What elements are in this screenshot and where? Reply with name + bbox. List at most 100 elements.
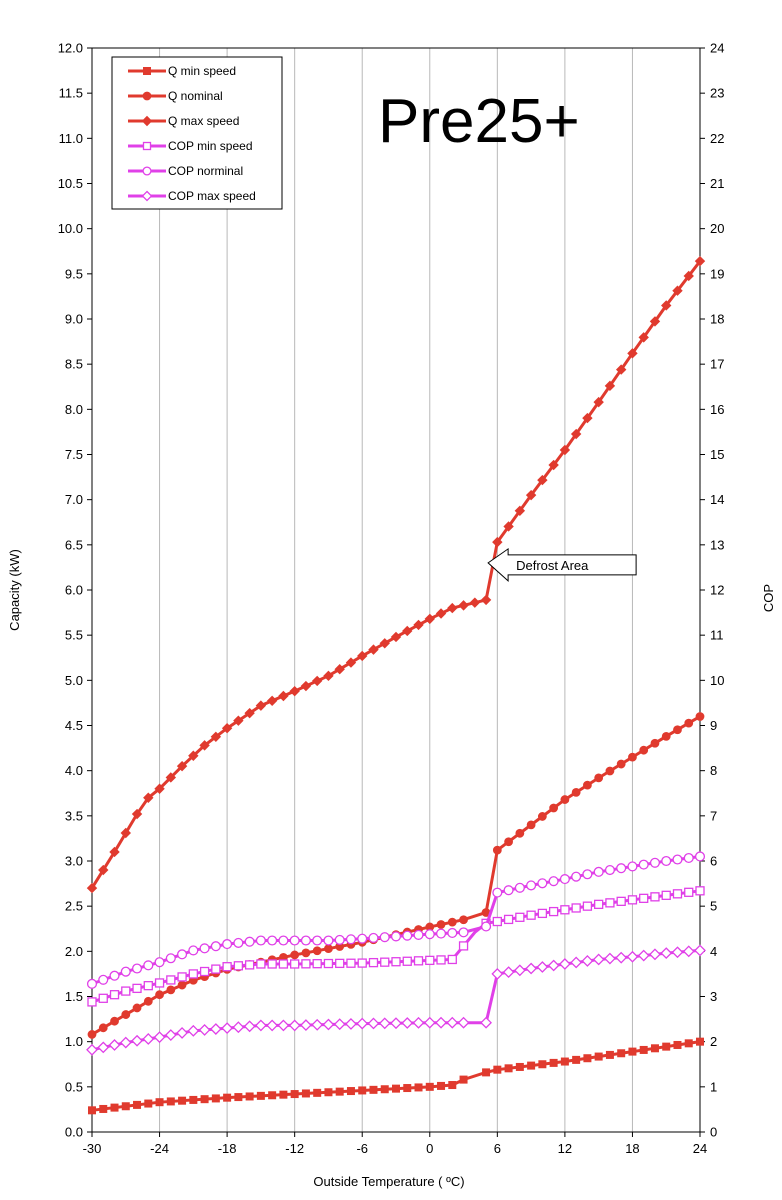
data-point: [570, 956, 583, 969]
data-point: [525, 962, 538, 975]
data-point: [278, 935, 289, 946]
data-point: [447, 927, 458, 939]
data-point: [662, 1042, 671, 1051]
data-point: [255, 700, 267, 711]
data-point: [413, 956, 424, 966]
data-point: [694, 255, 706, 267]
data-point: [267, 935, 278, 946]
x-tick-label: -12: [285, 1141, 304, 1156]
data-point: [131, 963, 143, 974]
data-point: [132, 1003, 142, 1013]
data-point: [458, 927, 469, 938]
series-cop-max-speed: [86, 944, 706, 1056]
data-point: [132, 983, 142, 994]
data-point: [571, 871, 582, 882]
data-point: [683, 270, 694, 282]
data-point: [604, 380, 616, 392]
data-point: [592, 953, 605, 966]
data-point: [279, 1090, 288, 1099]
data-point: [300, 680, 312, 692]
x-tick-label: 6: [494, 1141, 501, 1156]
data-point: [108, 1039, 121, 1051]
data-point: [627, 895, 638, 905]
data-point: [131, 808, 143, 820]
data-point: [255, 935, 266, 946]
data-point: [120, 966, 131, 977]
data-point: [99, 1104, 108, 1113]
data-point: [615, 951, 628, 964]
data-point: [378, 1017, 391, 1030]
data-point: [402, 930, 413, 941]
legend-label: Q nominal: [168, 89, 223, 103]
data-point: [199, 740, 210, 751]
data-point: [447, 602, 458, 614]
data-point: [605, 898, 615, 908]
data-point: [243, 1020, 256, 1033]
data-point: [177, 980, 187, 990]
y-right-tick-label: 11: [710, 628, 724, 643]
data-point: [684, 1039, 693, 1048]
series-cop-norminal: [86, 851, 706, 989]
data-point: [672, 889, 683, 899]
data-point: [333, 1018, 346, 1031]
x-tick-label: 0: [426, 1141, 433, 1156]
data-point: [694, 944, 706, 957]
y-right-tick-label: 4: [710, 944, 717, 959]
data-point: [166, 1097, 175, 1106]
data-point: [234, 1093, 243, 1102]
data-point: [661, 300, 672, 311]
defrost-label: Defrost Area: [516, 558, 589, 573]
data-point: [87, 1030, 97, 1039]
y-left-tick-label: 9.5: [65, 266, 83, 281]
data-point: [142, 91, 152, 101]
data-point: [176, 1027, 188, 1039]
data-point: [525, 489, 537, 501]
data-point: [188, 750, 199, 761]
data-point: [189, 1095, 198, 1104]
y-left-tick-label: 2.5: [65, 899, 83, 914]
data-point: [661, 731, 671, 741]
data-point: [627, 348, 638, 359]
data-point: [492, 916, 502, 927]
data-point: [357, 650, 368, 662]
data-point: [358, 1086, 367, 1095]
data-point: [482, 1068, 491, 1077]
data-point: [143, 981, 153, 991]
data-point: [660, 947, 673, 960]
data-point: [559, 444, 571, 456]
data-point: [256, 959, 266, 969]
data-point: [571, 787, 581, 797]
data-point: [266, 1019, 279, 1032]
data-point: [300, 935, 311, 946]
y-right-tick-label: 10: [710, 673, 724, 688]
legend-label: COP norminal: [168, 164, 243, 178]
y-left-tick-label: 0.5: [65, 1079, 83, 1094]
data-point: [638, 332, 649, 343]
data-point: [514, 882, 525, 893]
data-point: [143, 792, 154, 803]
y-left-tick-label: 1.5: [65, 989, 83, 1004]
data-point: [637, 949, 650, 962]
data-point: [694, 851, 706, 862]
data-point: [684, 887, 694, 897]
data-point: [211, 1094, 220, 1103]
y-left-tick-label: 11.0: [59, 131, 83, 146]
data-point: [480, 1016, 492, 1029]
data-point: [153, 1031, 166, 1044]
data-point: [425, 955, 435, 966]
data-point: [141, 190, 153, 202]
defrost-arrow-shape: [487, 547, 637, 583]
data-point: [446, 1016, 459, 1029]
data-point: [289, 685, 300, 697]
data-point: [233, 937, 244, 948]
data-point: [436, 955, 446, 965]
data-point: [548, 906, 559, 917]
data-point: [324, 944, 333, 954]
data-point: [526, 880, 537, 891]
y-left-tick-label: 10.0: [58, 221, 83, 236]
data-point: [594, 773, 604, 783]
data-point: [515, 912, 525, 922]
data-point: [268, 1091, 277, 1100]
series-q-nominal: [87, 712, 705, 1039]
